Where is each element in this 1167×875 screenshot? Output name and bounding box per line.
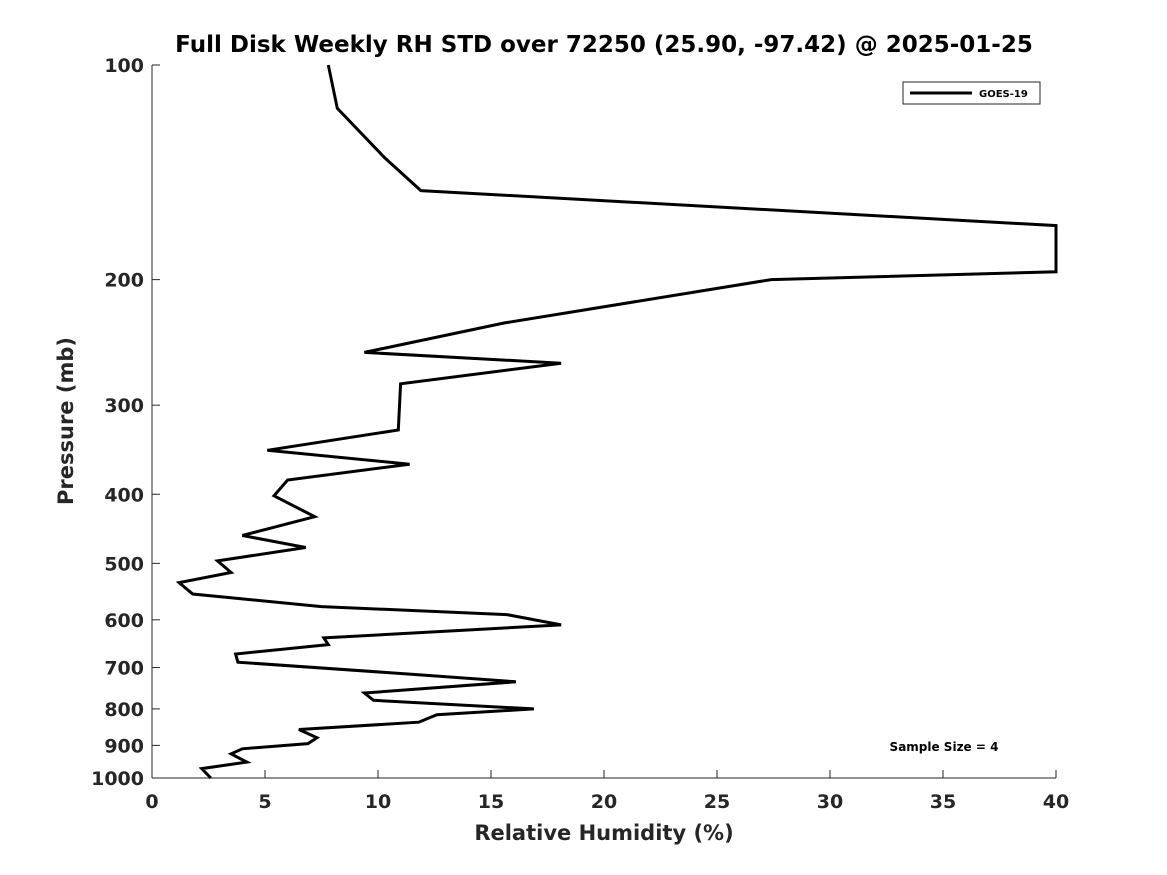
sample-size-annotation: Sample Size = 4 xyxy=(890,740,999,754)
y-tick-label: 200 xyxy=(104,270,144,292)
legend-label-goes-19: GOES-19 xyxy=(979,89,1028,100)
x-tick-label: 15 xyxy=(478,791,504,813)
y-tick-label: 700 xyxy=(104,658,144,680)
x-tick-label: 35 xyxy=(930,791,956,813)
y-tick-label: 800 xyxy=(104,699,144,721)
x-tick-label: 20 xyxy=(591,791,617,813)
axes: 0 5 10 15 20 25 30 35 40 100 200 300 400 500 600 700 800… xyxy=(91,55,1069,813)
y-tick-label: 500 xyxy=(104,553,144,575)
y-tick-label: 400 xyxy=(104,484,144,506)
x-tick-label: 10 xyxy=(365,791,391,813)
y-tick-label: 600 xyxy=(104,610,144,632)
y-tick-label: 900 xyxy=(104,735,144,757)
series-layer xyxy=(175,64,1058,780)
y-tick-label: 1000 xyxy=(91,768,144,790)
x-tick-label: 5 xyxy=(258,791,271,813)
x-tick-label: 40 xyxy=(1043,791,1069,813)
series-line-goes-19 xyxy=(175,64,1058,780)
y-axis-label: Pressure (mb) xyxy=(54,337,78,505)
chart-title: Full Disk Weekly RH STD over 72250 (25.9… xyxy=(175,32,1033,58)
x-tick-label: 30 xyxy=(817,791,843,813)
x-tick-label: 25 xyxy=(704,791,730,813)
legend: GOES-19 xyxy=(902,81,1041,105)
y-tick-label: 300 xyxy=(104,395,144,417)
x-tick-label: 0 xyxy=(145,791,158,813)
y-tick-label: 100 xyxy=(104,55,144,77)
x-axis-label: Relative Humidity (%) xyxy=(474,821,733,845)
